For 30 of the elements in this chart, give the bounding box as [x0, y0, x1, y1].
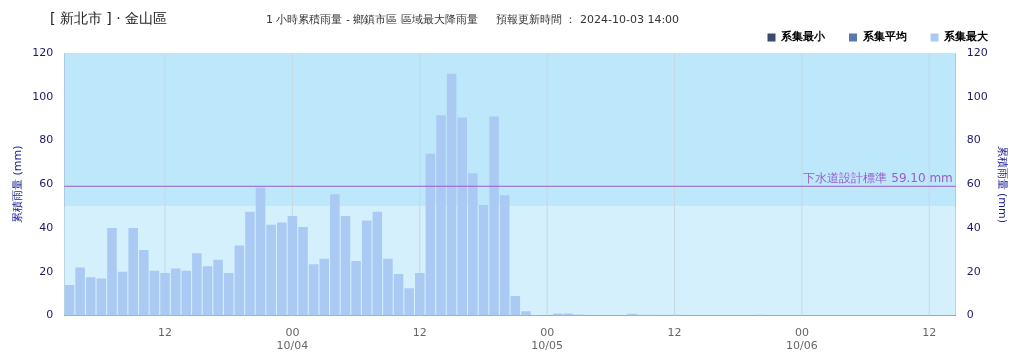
chart-title: [ 新北市 ] · 金山區 — [50, 10, 168, 28]
x-tick-label: 00 10/06 — [786, 326, 818, 353]
ref-line-label: 下水道設計標準 59.10 mm — [803, 171, 953, 186]
y-tick-label: 80 — [39, 133, 54, 147]
x-tick-label: 12 — [922, 326, 937, 340]
y2-axis-title: 累積雨量 (mm) — [995, 145, 1009, 224]
text: 預報更新時間 ： 2024-10-03 14:00 — [496, 12, 680, 27]
legend-label: 系集最大 — [943, 30, 989, 44]
y-tick-label: 60 — [39, 177, 54, 191]
y-tick-label: 120 — [32, 45, 54, 59]
chart-subtitle: 1 小時累積雨量 - 鄉鎮市區 區域最大降雨量 — [266, 12, 478, 27]
y-axis-title: 累積雨量 (mm) — [11, 145, 25, 224]
legend-label: 系集平均 — [861, 30, 907, 44]
x-tick-label: 00 10/04 — [276, 326, 309, 353]
x-tick-label: 12 — [412, 326, 427, 340]
y2-tick-label: 0 — [966, 308, 974, 322]
y2-tick-label: 20 — [966, 264, 981, 278]
legend-label: 系集最小 — [780, 30, 826, 44]
x-tick-label: 12 — [158, 326, 173, 340]
y2-tick-label: 120 — [966, 45, 988, 59]
y2-tick-label: 60 — [966, 177, 981, 191]
y2-tick-label: 100 — [966, 89, 988, 103]
y-tick-label: 40 — [39, 220, 54, 234]
y2-tick-label: 40 — [966, 220, 981, 234]
x-tick-label: 00 10/05 — [531, 326, 563, 353]
y-tick-label: 0 — [46, 308, 54, 322]
x-tick-label: 12 — [667, 326, 682, 340]
y-tick-label: 100 — [32, 89, 54, 103]
y2-tick-label: 80 — [966, 133, 981, 147]
y-tick-label: 20 — [39, 264, 54, 278]
